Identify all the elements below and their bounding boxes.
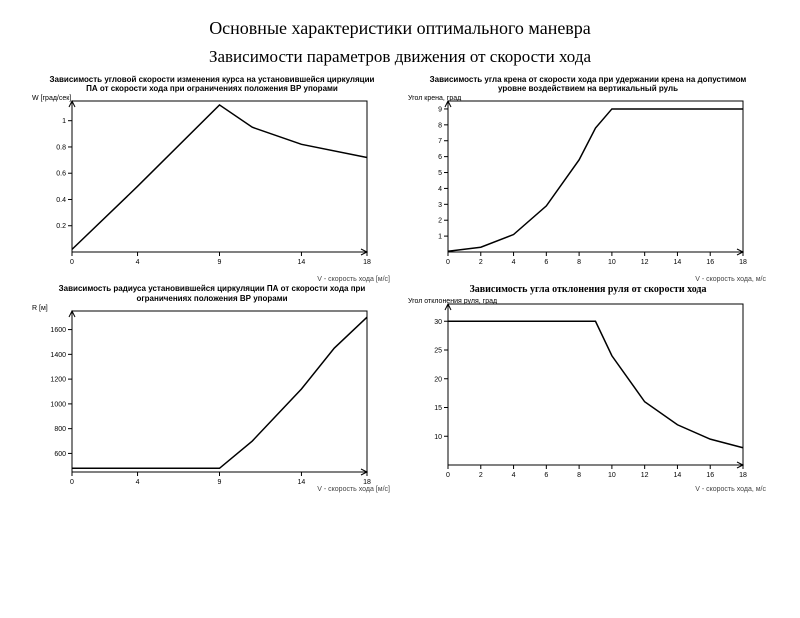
chart-br-xlabel: V - скорость хода, м/с [695,486,766,493]
svg-text:0.2: 0.2 [56,224,66,231]
svg-text:0: 0 [446,259,450,266]
svg-text:9: 9 [218,479,222,486]
svg-text:4: 4 [512,472,516,479]
chart-tl-area: W [град/сек] 0.2 0.4 0.6 0.8 1 0 4 9 14 18 V - ск… [30,95,394,280]
svg-text:25: 25 [434,347,442,354]
svg-text:4: 4 [136,479,140,486]
svg-text:0: 0 [70,479,74,486]
chart-grid: Зависимость угловой скорости изменения к… [0,67,800,490]
svg-text:12: 12 [641,259,649,266]
svg-text:8: 8 [438,123,442,130]
svg-text:2: 2 [479,259,483,266]
chart-tr-svg: 123456789024681012141618 [406,95,751,270]
chart-tr-xlabel: V - скорость хода, м/с [695,276,766,283]
svg-text:4: 4 [438,186,442,193]
svg-text:12: 12 [641,472,649,479]
chart-bl: Зависимость радиуса установившейся цирку… [30,284,394,489]
svg-text:30: 30 [434,319,442,326]
chart-bl-ylabel: R [м] [32,305,48,312]
svg-text:0.6: 0.6 [56,171,66,178]
svg-text:800: 800 [54,426,66,433]
chart-tr-ylabel: Угол крена, град [408,95,461,102]
svg-text:1: 1 [62,119,66,126]
svg-text:9: 9 [438,107,442,114]
svg-text:1400: 1400 [50,352,66,359]
chart-tr: Зависимость угла крена от скорости хода … [406,75,770,280]
svg-text:6: 6 [544,259,548,266]
chart-tr-area: Угол крена, град 12345678902468101214161… [406,95,770,280]
svg-text:1: 1 [438,234,442,241]
chart-tr-title: Зависимость угла крена от скорости хода … [406,75,770,95]
svg-text:14: 14 [674,259,682,266]
chart-br-ylabel: Угол отклонения руля, град [408,298,497,305]
svg-text:0.8: 0.8 [56,145,66,152]
svg-text:1000: 1000 [50,401,66,408]
svg-text:600: 600 [54,451,66,458]
chart-bl-svg: 600 800 1000 1200 1400 1600 0 4 9 14 18 [30,305,375,490]
chart-br-svg: 10 15 20 25 30 0 2 4 6 8 10 12 14 16 18 [406,298,751,483]
svg-text:14: 14 [298,259,306,266]
chart-tl: Зависимость угловой скорости изменения к… [30,75,394,280]
svg-text:16: 16 [706,259,714,266]
chart-bl-xlabel: V - скорость хода [м/с] [317,486,390,493]
svg-text:8: 8 [577,472,581,479]
svg-text:16: 16 [706,472,714,479]
svg-text:10: 10 [608,259,616,266]
svg-text:5: 5 [438,170,442,177]
svg-text:2: 2 [438,218,442,225]
chart-tl-svg: 0.2 0.4 0.6 0.8 1 0 4 9 14 18 [30,95,375,270]
svg-text:18: 18 [363,259,371,266]
svg-text:0: 0 [70,259,74,266]
svg-text:15: 15 [434,405,442,412]
svg-text:7: 7 [438,139,442,146]
svg-text:2: 2 [479,472,483,479]
svg-text:8: 8 [577,259,581,266]
chart-tl-ylabel: W [град/сек] [32,95,71,102]
svg-text:1200: 1200 [50,376,66,383]
svg-text:14: 14 [298,479,306,486]
svg-text:3: 3 [438,202,442,209]
chart-br: Зависимость угла отклонения руля от скор… [406,284,770,489]
svg-text:20: 20 [434,376,442,383]
svg-text:9: 9 [218,259,222,266]
svg-text:14: 14 [674,472,682,479]
svg-text:0.4: 0.4 [56,197,66,204]
svg-text:4: 4 [136,259,140,266]
chart-tl-title: Зависимость угловой скорости изменения к… [30,75,394,95]
svg-text:18: 18 [739,259,747,266]
chart-br-title: Зависимость угла отклонения руля от скор… [406,284,770,298]
svg-text:0: 0 [446,472,450,479]
svg-text:1600: 1600 [50,327,66,334]
chart-bl-title: Зависимость радиуса установившейся цирку… [30,284,394,304]
svg-text:6: 6 [438,155,442,162]
page-title: Основные характеристики оптимального ман… [0,18,800,39]
svg-text:10: 10 [608,472,616,479]
svg-text:18: 18 [739,472,747,479]
svg-text:18: 18 [363,479,371,486]
page-subtitle: Зависимости параметров движения от скоро… [0,47,800,67]
svg-text:10: 10 [434,434,442,441]
chart-br-area: Угол отклонения руля, град 10 15 20 25 30 0 2 4… [406,298,770,490]
svg-text:4: 4 [512,259,516,266]
chart-bl-area: R [м] 600 800 1000 1200 1400 1600 0 4 9 14 18 V - … [30,305,394,490]
chart-tl-xlabel: V - скорость хода [м/с] [317,276,390,283]
svg-text:6: 6 [544,472,548,479]
